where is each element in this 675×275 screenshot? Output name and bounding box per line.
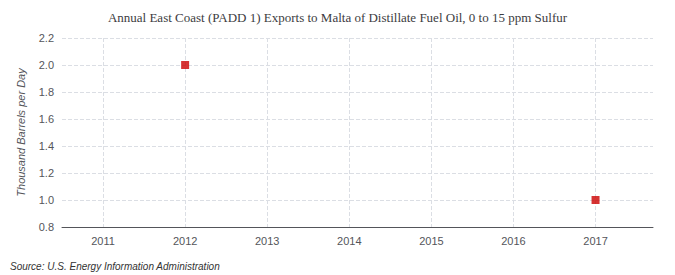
svg-text:Source: U.S. Energy Informatio: Source: U.S. Energy Information Administ… xyxy=(10,261,220,272)
svg-text:2013: 2013 xyxy=(255,235,279,247)
svg-text:1.2: 1.2 xyxy=(39,167,54,179)
svg-text:1.0: 1.0 xyxy=(39,194,54,206)
svg-text:2015: 2015 xyxy=(419,235,443,247)
svg-text:2012: 2012 xyxy=(173,235,197,247)
svg-text:0.8: 0.8 xyxy=(39,221,54,233)
svg-text:1.8: 1.8 xyxy=(39,86,54,98)
svg-text:2016: 2016 xyxy=(501,235,525,247)
svg-text:2.2: 2.2 xyxy=(39,32,54,44)
svg-text:2.0: 2.0 xyxy=(39,59,54,71)
svg-text:1.6: 1.6 xyxy=(39,113,54,125)
svg-text:2011: 2011 xyxy=(91,235,115,247)
svg-text:1.4: 1.4 xyxy=(39,140,54,152)
svg-text:Thousand Barrels per Day: Thousand Barrels per Day xyxy=(15,67,27,197)
svg-text:2017: 2017 xyxy=(583,235,607,247)
svg-text:Annual East Coast (PADD 1) Exp: Annual East Coast (PADD 1) Exports to Ma… xyxy=(108,10,568,25)
svg-text:2014: 2014 xyxy=(337,235,361,247)
